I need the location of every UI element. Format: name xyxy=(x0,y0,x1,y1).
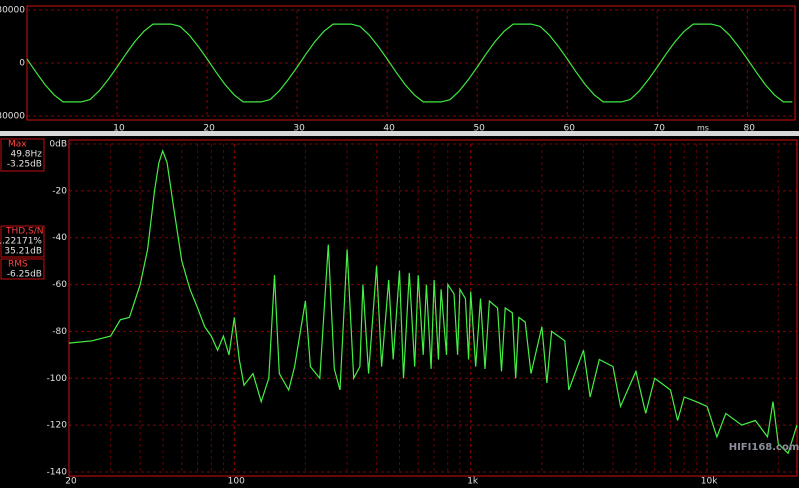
plot-frame xyxy=(26,5,796,121)
x-tick-label: 40 xyxy=(383,124,395,134)
max-level: -3.25dB xyxy=(7,160,42,170)
y-tick-label: -40 xyxy=(52,233,67,243)
x-tick-label: 20 xyxy=(203,124,215,134)
plots: 30000 0 -30000 10 20 30 40 50 60 70 80 ms 0dB -20 -40 -… xyxy=(0,5,798,487)
x-tick-label: 100 xyxy=(228,477,245,487)
x-tick-label: 1k xyxy=(467,477,479,487)
x-tick-label: 10k xyxy=(701,477,718,487)
readout-panel: Max 49.8Hz -3.25dB THD,S/N 1.22171% 35.2… xyxy=(0,138,45,280)
sn-value: 35.21dB xyxy=(4,247,42,257)
x-tick-label: 10 xyxy=(113,124,125,134)
x-tick-label: 60 xyxy=(563,124,575,134)
rms-value: -6.25dB xyxy=(7,270,42,280)
y-tick-label: -30000 xyxy=(0,112,25,122)
separator xyxy=(0,131,799,136)
y-tick-label: -100 xyxy=(47,374,68,384)
max-freq: 49.8Hz xyxy=(10,150,42,160)
y-tick-label: -80 xyxy=(52,327,67,337)
trace xyxy=(26,23,793,103)
x-tick-label: 70 xyxy=(654,124,666,134)
x-tick-label: 30 xyxy=(293,124,305,134)
x-tick-label: 20 xyxy=(65,477,77,487)
watermark: HIFI168.com xyxy=(729,442,799,453)
x-tick-label: 50 xyxy=(473,124,485,134)
y-tick-label: 0 xyxy=(19,59,25,69)
y-tick-label: -20 xyxy=(52,186,67,196)
y-tick-label: -140 xyxy=(47,468,68,478)
x-tick-label: 80 xyxy=(744,124,756,134)
thd-label: THD,S/N xyxy=(5,227,44,237)
rms-label: RMS xyxy=(8,260,28,270)
x-unit-label: ms xyxy=(697,124,709,133)
y-tick-label: -60 xyxy=(52,280,67,290)
y-tick-label: -120 xyxy=(47,421,68,431)
rms-box xyxy=(0,258,45,280)
thd-box xyxy=(0,225,45,258)
max-box xyxy=(0,138,45,172)
trace xyxy=(68,149,798,455)
y-tick-label: 30000 xyxy=(0,6,25,16)
y-tick-label: 0dB xyxy=(49,140,67,150)
max-label: Max xyxy=(8,140,27,150)
plot-frame xyxy=(68,139,798,477)
thd-value: 1.22171% xyxy=(0,237,42,247)
